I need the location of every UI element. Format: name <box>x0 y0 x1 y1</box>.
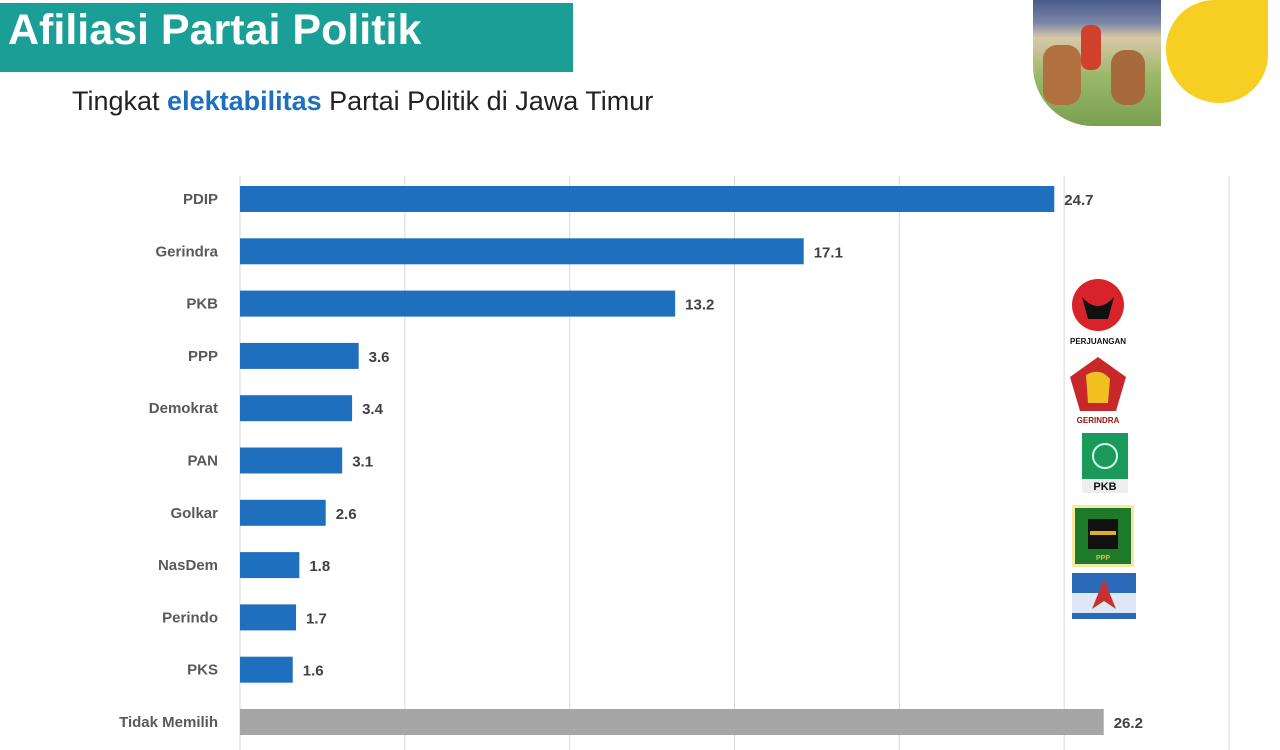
svg-text:PPP: PPP <box>1096 555 1110 562</box>
bar-tidak-memilih <box>240 709 1104 735</box>
bar-ppp <box>240 342 359 369</box>
value-label: 1.6 <box>303 663 324 680</box>
decorative-yellow-leaf <box>1166 0 1268 103</box>
bar-pks <box>240 656 293 683</box>
subtitle-pre: Tingkat <box>72 86 168 116</box>
page-subtitle: Tingkat elektabilitas Partai Politik di … <box>72 86 653 117</box>
subtitle-highlight: elektabilitas <box>167 86 322 116</box>
value-label: 3.6 <box>369 349 390 366</box>
demokrat-logo <box>1072 573 1136 619</box>
bar-pdip <box>240 186 1055 212</box>
value-label: 17.1 <box>814 244 843 261</box>
title-banner <box>0 3 573 72</box>
category-label: PAN <box>187 453 218 470</box>
value-label: 13.2 <box>685 297 714 314</box>
value-label: 24.7 <box>1064 192 1093 209</box>
bar-pkb <box>240 290 676 317</box>
category-label: PDIP <box>183 191 218 208</box>
value-label: 2.6 <box>336 506 357 523</box>
bar-nasdem <box>240 552 300 579</box>
gerindra-logo: GERINDRA <box>1070 357 1126 425</box>
party-logos: PERJUANGAN GERINDRA PKB PPP <box>1070 279 1136 619</box>
bar-perindo <box>240 604 297 631</box>
pdip-logo: PERJUANGAN <box>1070 279 1126 346</box>
category-label: PKS <box>187 662 218 679</box>
category-label: Gerindra <box>155 243 218 260</box>
svg-text:PKB: PKB <box>1093 481 1116 493</box>
value-label: 1.7 <box>306 610 327 627</box>
category-label: PKB <box>186 296 218 313</box>
category-label: Tidak Memilih <box>119 714 218 731</box>
value-label: 26.2 <box>1114 715 1143 732</box>
karapan-sapi-photo <box>1033 0 1161 126</box>
svg-text:PERJUANGAN: PERJUANGAN <box>1070 337 1126 346</box>
svg-text:GERINDRA: GERINDRA <box>1077 416 1120 425</box>
bar-pan <box>240 447 343 474</box>
subtitle-post: Partai Politik di Jawa Timur <box>321 86 654 116</box>
pkb-logo: PKB <box>1082 433 1128 493</box>
value-label: 3.1 <box>352 454 373 471</box>
category-label: PPP <box>188 348 218 365</box>
category-label: Demokrat <box>149 400 218 417</box>
category-label: Golkar <box>170 505 218 522</box>
bar-demokrat <box>240 395 353 422</box>
value-label: 1.8 <box>309 558 330 575</box>
bar-gerindra <box>240 238 804 265</box>
ppp-logo: PPP <box>1072 505 1134 567</box>
category-label: NasDem <box>158 557 218 574</box>
page-title: Afiliasi Partai Politik <box>8 6 422 54</box>
bar-golkar <box>240 499 326 526</box>
category-label: Perindo <box>162 609 218 626</box>
value-label: 3.4 <box>362 401 384 418</box>
